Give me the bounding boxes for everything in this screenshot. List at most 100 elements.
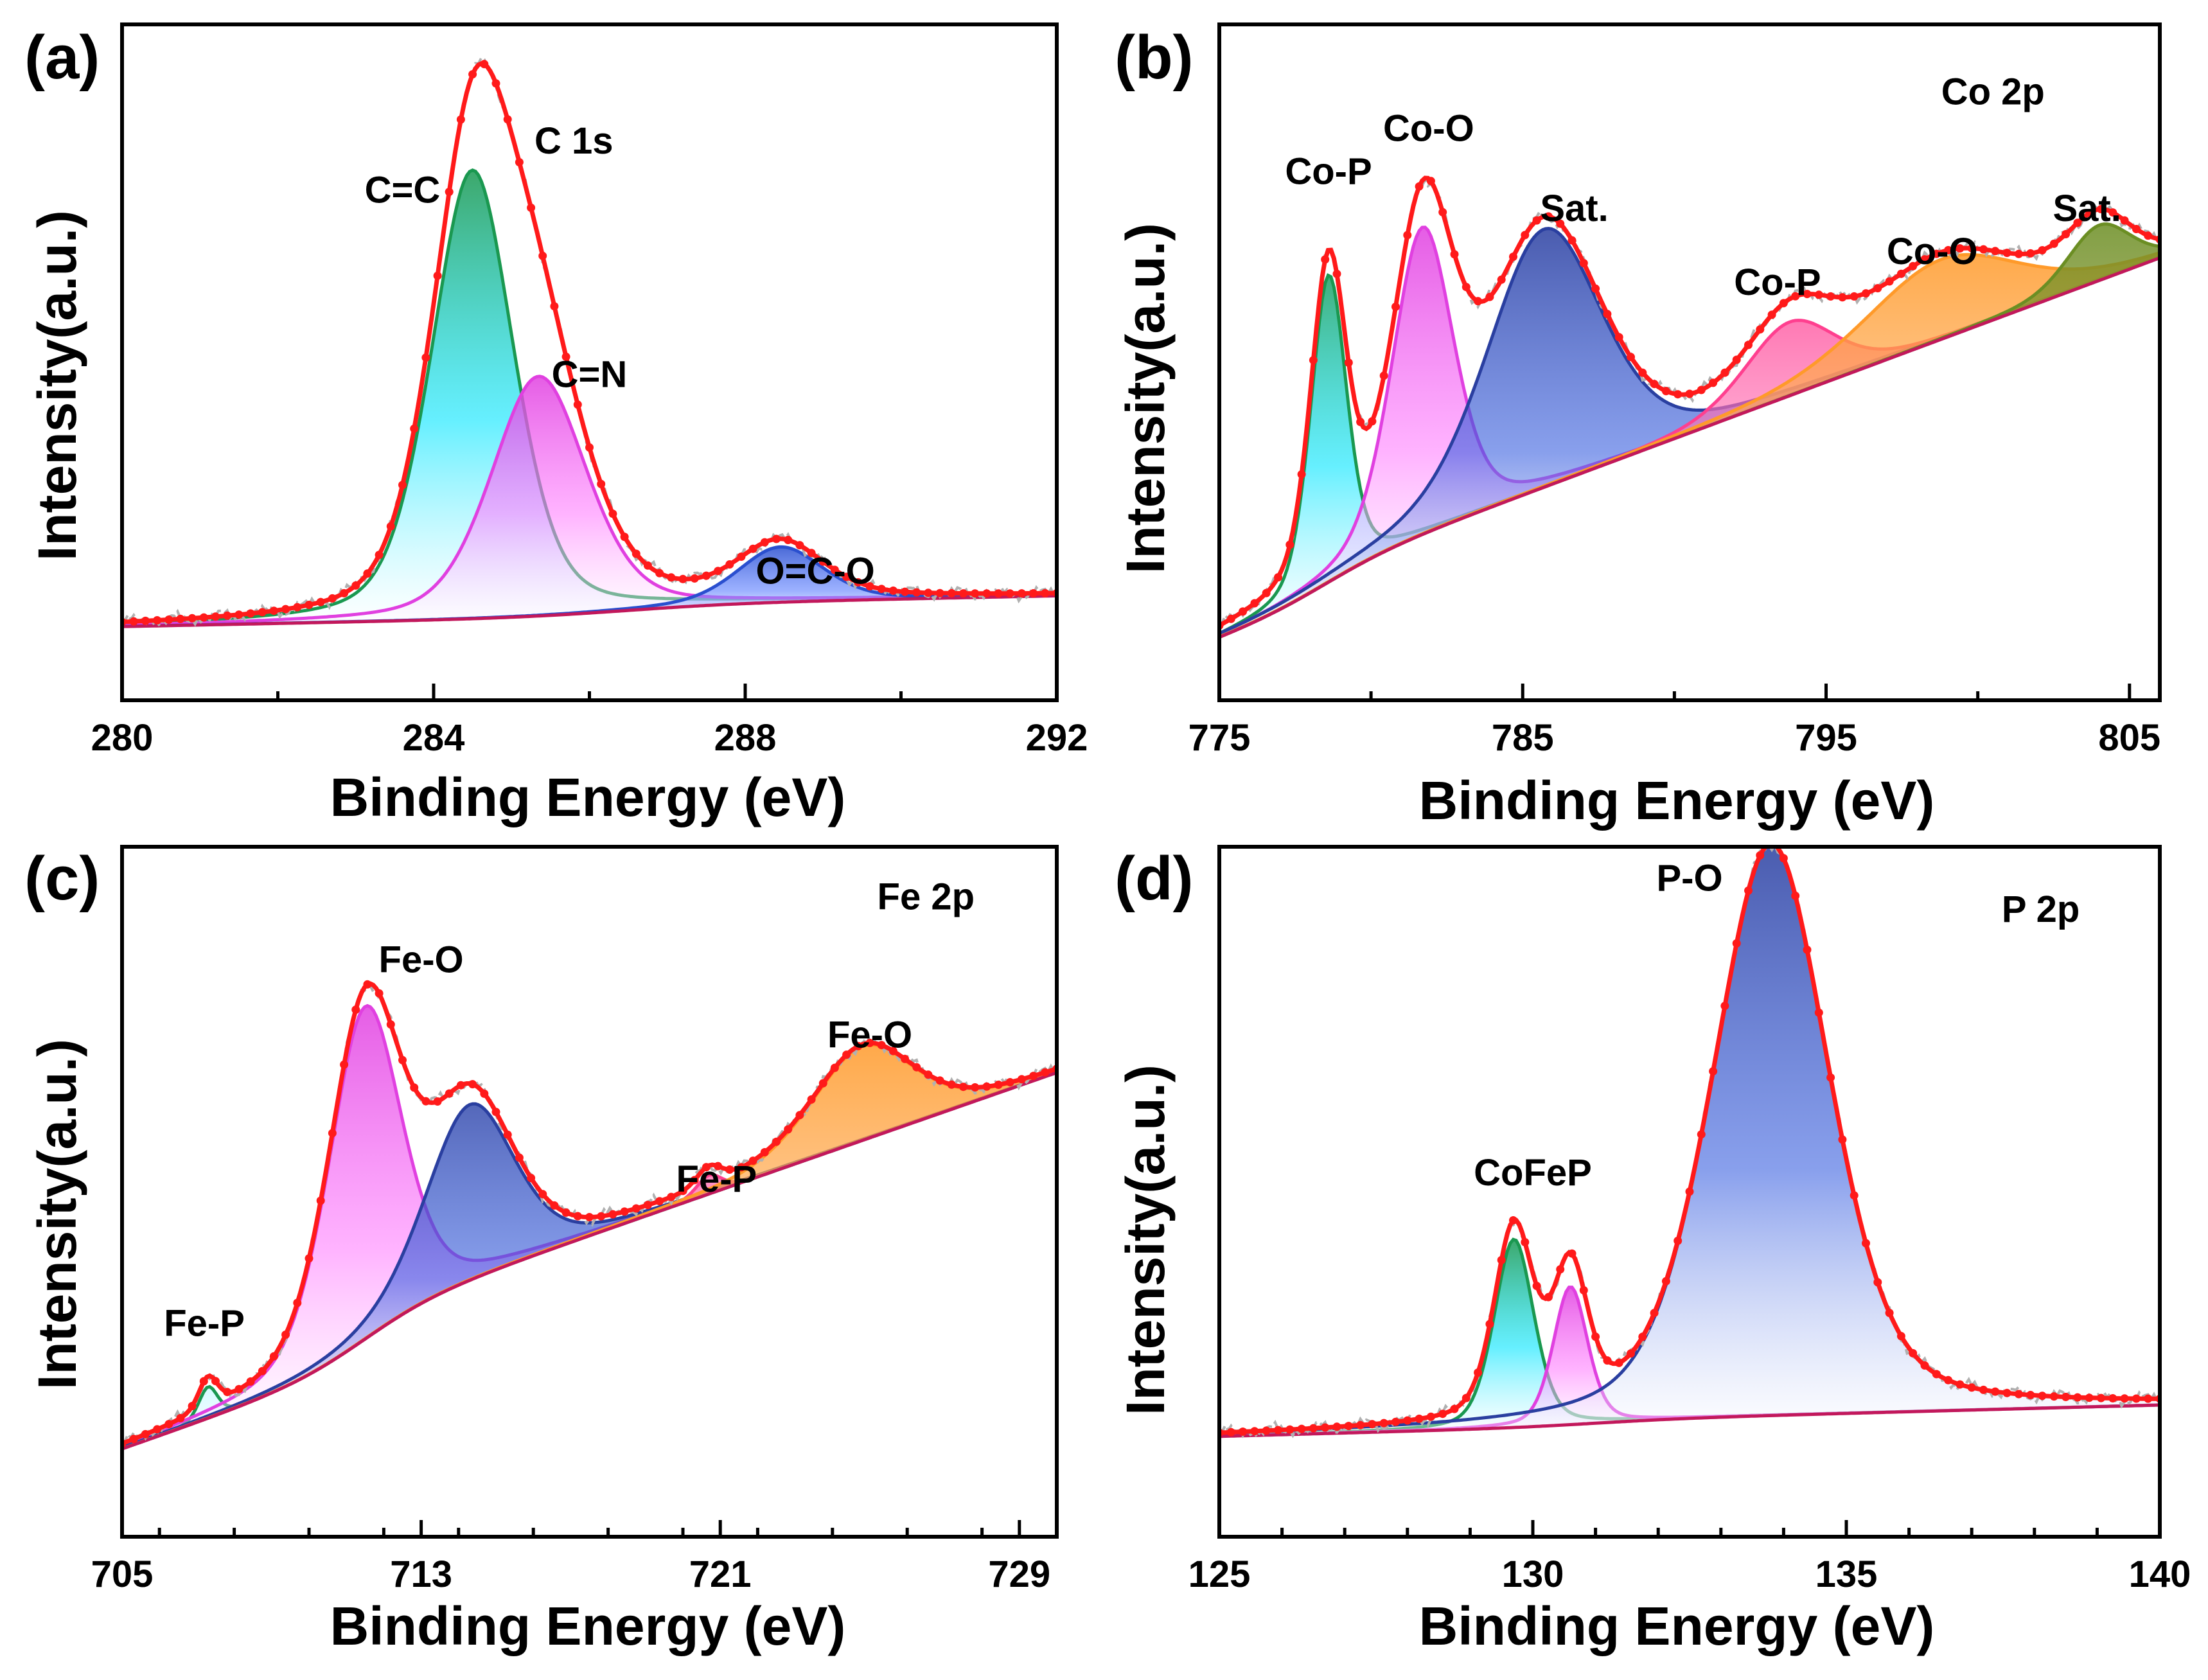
envelope-point	[585, 1213, 594, 1221]
x-tick-label: 292	[1026, 717, 1088, 759]
panel-b-series-layer	[1219, 175, 2160, 639]
envelope-point	[188, 1402, 197, 1411]
envelope-point	[1614, 1358, 1623, 1367]
envelope-point	[702, 1163, 711, 1172]
envelope-point	[153, 616, 162, 624]
envelope-point	[1356, 1420, 1365, 1429]
envelope-point	[1309, 1424, 1318, 1433]
envelope-point	[1462, 283, 1471, 292]
envelope-point	[1838, 293, 1847, 302]
envelope-point	[340, 588, 349, 597]
envelope-point	[1391, 303, 1400, 311]
panel-a-label: (a)	[24, 23, 100, 92]
envelope-point	[924, 1070, 933, 1079]
envelope-point	[971, 589, 980, 598]
envelope-point	[491, 79, 500, 88]
envelope-point	[1991, 247, 2000, 256]
panel-c-background-line	[122, 1071, 1057, 1451]
envelope-point	[1509, 252, 1517, 261]
envelope-point	[631, 549, 640, 558]
envelope-point	[947, 1080, 956, 1089]
envelope-point	[994, 1081, 1003, 1089]
envelope-point	[1791, 891, 1800, 900]
envelope-point	[947, 588, 956, 597]
peak-annotation: C=N	[552, 353, 628, 395]
envelope-point	[1614, 333, 1623, 342]
envelope-point	[199, 1377, 208, 1386]
envelope-point	[2073, 218, 2082, 227]
envelope-point	[129, 1435, 138, 1444]
envelope-point	[223, 611, 232, 620]
envelope-point	[1005, 1078, 1014, 1086]
envelope-point	[690, 574, 699, 583]
envelope-point	[2144, 231, 2153, 240]
envelope-point	[2049, 1392, 2058, 1401]
envelope-point	[1474, 1368, 1483, 1377]
envelope-point	[1850, 292, 1859, 301]
envelope-point	[2108, 1394, 2117, 1402]
envelope-point	[164, 1420, 173, 1429]
envelope-point	[1850, 1191, 1859, 1200]
envelope-point	[620, 1207, 629, 1216]
x-tick-label: 775	[1188, 717, 1251, 759]
envelope-point	[1509, 1216, 1517, 1225]
envelope-point	[1017, 1075, 1026, 1084]
envelope-point	[1568, 236, 1577, 245]
panel-c-plot: 705 713 721 729 Fe-P Fe-O Fe-P Fe-O	[91, 845, 1059, 1595]
panel-b-label: (b)	[1115, 23, 1194, 92]
envelope-point	[1709, 1067, 1718, 1075]
envelope-point	[1732, 939, 1741, 948]
envelope-point	[854, 1041, 863, 1050]
envelope-point	[748, 1156, 757, 1165]
panel-b-xlabel: Binding Energy (eV)	[1419, 770, 1935, 831]
envelope-point	[1779, 299, 1788, 308]
panel-d-plot: 125 130 135 140 CoFeP P-O	[1188, 845, 2191, 1595]
envelope-point	[258, 1366, 267, 1375]
envelope-point	[258, 608, 267, 617]
envelope-point	[1579, 259, 1588, 268]
envelope-point	[456, 115, 465, 124]
envelope-point	[2085, 1393, 2094, 1402]
envelope-point	[1344, 1422, 1353, 1431]
envelope-point	[807, 1095, 816, 1104]
envelope-point	[269, 1352, 278, 1361]
envelope-point	[1650, 1309, 1659, 1318]
envelope-point	[1297, 1424, 1306, 1433]
envelope-point	[316, 597, 325, 606]
envelope-point	[2085, 209, 2094, 218]
envelope-point	[1005, 589, 1014, 598]
panel-c-ylabel: Intensity(a.u.)	[27, 1039, 87, 1390]
envelope-point	[445, 188, 454, 197]
peak-annotation: Fe-O	[379, 939, 464, 980]
envelope-point	[1556, 1265, 1565, 1274]
x-tick-label: 729	[988, 1553, 1050, 1595]
envelope-point	[2120, 1394, 2129, 1403]
envelope-point	[1674, 390, 1682, 399]
panel-b-title: Co 2p	[1941, 71, 2045, 112]
envelope-point	[1497, 1255, 1506, 1264]
envelope-point	[1767, 310, 1776, 319]
envelope-point	[982, 1082, 991, 1091]
envelope-point	[1521, 231, 1530, 240]
envelope-point	[1474, 297, 1483, 306]
envelope-point	[340, 1060, 349, 1069]
envelope-point	[1368, 1420, 1377, 1429]
panel-d: (d) P 2p Intensity(a.u.) Binding Energy …	[1115, 844, 2191, 1656]
envelope-point	[2062, 230, 2071, 238]
envelope-point	[1438, 1410, 1447, 1419]
envelope-point	[784, 1125, 793, 1134]
envelope-point	[772, 535, 781, 544]
envelope-point	[888, 586, 897, 595]
envelope-point	[678, 1187, 687, 1196]
envelope-point	[1956, 244, 1965, 253]
envelope-point	[714, 1162, 723, 1171]
envelope-point	[550, 302, 559, 311]
envelope-point	[795, 541, 804, 550]
envelope-point	[725, 1165, 734, 1174]
envelope-point	[421, 1097, 430, 1106]
panel-d-frame	[1217, 845, 2162, 1539]
envelope-point	[1356, 418, 1365, 427]
x-tick-label: 721	[689, 1553, 752, 1595]
envelope-point	[982, 589, 991, 598]
panel-c-envelope-markers	[122, 980, 1057, 1448]
